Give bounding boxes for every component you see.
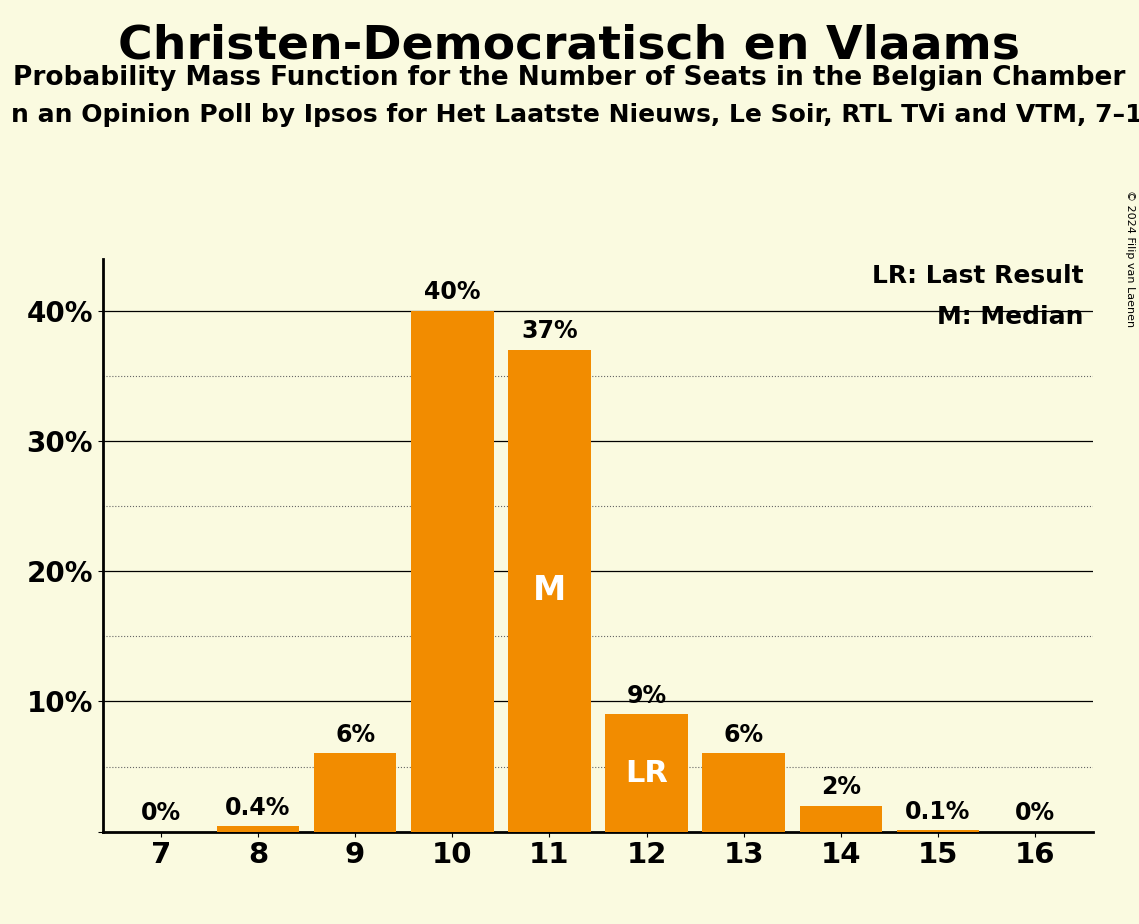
Text: n an Opinion Poll by Ipsos for Het Laatste Nieuws, Le Soir, RTL TVi and VTM, 7–1: n an Opinion Poll by Ipsos for Het Laats… <box>11 103 1139 128</box>
Bar <box>411 310 493 832</box>
Bar <box>605 714 688 832</box>
Text: 9%: 9% <box>626 684 666 708</box>
Text: 6%: 6% <box>335 723 375 747</box>
Text: M: M <box>533 574 566 607</box>
Text: © 2024 Filip van Laenen: © 2024 Filip van Laenen <box>1125 190 1134 327</box>
Text: LR: Last Result: LR: Last Result <box>872 264 1083 288</box>
Bar <box>703 753 785 832</box>
Text: LR: LR <box>625 759 667 787</box>
Text: 6%: 6% <box>723 723 764 747</box>
Text: 37%: 37% <box>521 320 577 344</box>
Text: 0.1%: 0.1% <box>906 800 970 824</box>
Bar <box>896 831 980 832</box>
Text: 0.4%: 0.4% <box>226 796 290 820</box>
Text: Probability Mass Function for the Number of Seats in the Belgian Chamber: Probability Mass Function for the Number… <box>14 65 1125 91</box>
Text: Christen-Democratisch en Vlaams: Christen-Democratisch en Vlaams <box>118 23 1021 68</box>
Text: 0%: 0% <box>141 801 181 825</box>
Text: 40%: 40% <box>424 280 481 304</box>
Text: M: Median: M: Median <box>937 305 1083 329</box>
Bar <box>314 753 396 832</box>
Text: 2%: 2% <box>821 775 861 799</box>
Bar <box>216 826 300 832</box>
Bar <box>800 806 882 832</box>
Text: 0%: 0% <box>1015 801 1055 825</box>
Bar <box>508 350 591 832</box>
